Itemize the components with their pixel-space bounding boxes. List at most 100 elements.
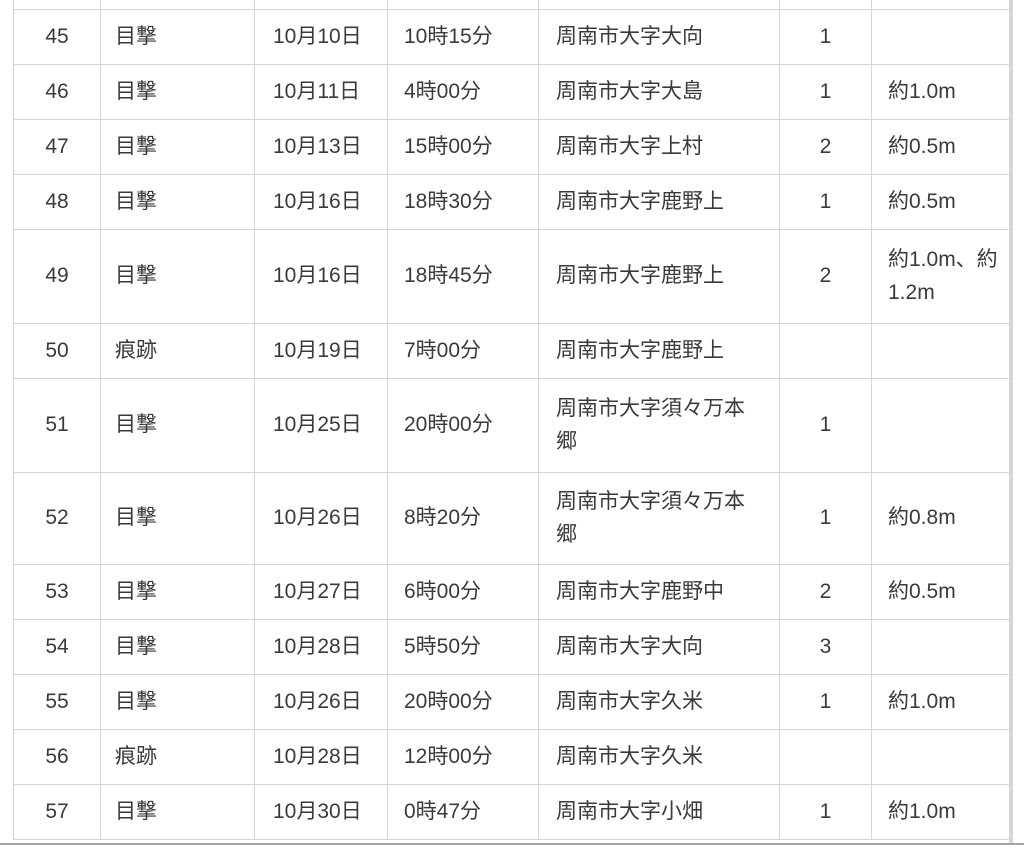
cell-size: [871, 378, 1010, 473]
table-row: 45 目撃 10月10日 10時15分 周南市大字大向 1: [13, 9, 1010, 65]
cell-location: 周南市大字久米: [538, 674, 780, 730]
cell-time: 20時00分: [387, 378, 539, 473]
cell-type: 目撃: [100, 64, 255, 120]
cell-no: 48: [13, 174, 101, 230]
cell-size: 約0.5m: [871, 119, 1010, 175]
cell-empty: [779, 0, 872, 10]
cell-type: 目撃: [100, 564, 255, 620]
cell-type: 痕跡: [100, 323, 255, 379]
cell-size: 約1.0m: [871, 674, 1010, 730]
cell-no: 54: [13, 619, 101, 675]
cell-count: 1: [779, 784, 872, 840]
table-row: 47 目撃 10月13日 15時00分 周南市大字上村 2 約0.5m: [13, 119, 1010, 175]
cell-type: 目撃: [100, 119, 255, 175]
cell-size: 約1.0m: [871, 784, 1010, 840]
sighting-records-body: 45 目撃 10月10日 10時15分 周南市大字大向 1 46 目撃 10月11日 4時00分周…: [13, 0, 1010, 840]
cell-size: [871, 9, 1010, 65]
cell-no: 57: [13, 784, 101, 840]
cell-no: 46: [13, 64, 101, 120]
cell-date: 10月25日: [254, 378, 388, 473]
table-row: 52 目撃 10月26日 8時20分 周南市大字須々万本郷 1 約0.8m: [13, 472, 1010, 565]
cell-location: 周南市大字大向: [538, 9, 780, 65]
table-row: 53 目撃 10月27日 6時00分 周南市大字鹿野中 2 約0.5m: [13, 564, 1010, 620]
cell-no: 52: [13, 472, 101, 565]
cell-count: 1: [779, 9, 872, 65]
cell-no: 55: [13, 674, 101, 730]
cell-date: 10月28日: [254, 619, 388, 675]
cell-location: 周南市大字大向: [538, 619, 780, 675]
cell-type: 目撃: [100, 229, 255, 324]
table-row: 49 目撃 10月16日 18時45分 周南市大字鹿野上 2 約1.0m、約1.2m: [13, 229, 1010, 324]
vertical-scrollbar[interactable]: [1009, 0, 1013, 843]
cell-time: 6時00分: [387, 564, 539, 620]
table-row: 48 目撃 10月16日 18時30分 周南市大字鹿野上 1 約0.5m: [13, 174, 1010, 230]
cell-location: 周南市大字鹿野上: [538, 174, 780, 230]
cell-no: 47: [13, 119, 101, 175]
cell-empty: [387, 0, 539, 10]
cell-date: 10月28日: [254, 729, 388, 785]
cell-date: 10月27日: [254, 564, 388, 620]
cell-time: 7時00分: [387, 323, 539, 379]
cell-time: 4時00分: [387, 64, 539, 120]
table-row-partial: [13, 0, 1010, 10]
cell-size: 約0.5m: [871, 564, 1010, 620]
cell-location: 周南市大字小畑: [538, 784, 780, 840]
cell-date: 10月16日: [254, 229, 388, 324]
table-row: 57 目撃 10月30日 0時47分 周南市大字小畑 1 約1.0m: [13, 784, 1010, 840]
table-row: 56 痕跡 10月28日 12時00分 周南市大字久米: [13, 729, 1010, 785]
cell-type: 目撃: [100, 174, 255, 230]
cell-count: 2: [779, 564, 872, 620]
cell-location: 周南市大字大島: [538, 64, 780, 120]
cell-empty: [13, 0, 101, 10]
cell-no: 56: [13, 729, 101, 785]
cell-date: 10月30日: [254, 784, 388, 840]
cell-count: 1: [779, 674, 872, 730]
cell-count: [779, 323, 872, 379]
cell-count: 1: [779, 472, 872, 565]
cell-type: 痕跡: [100, 729, 255, 785]
cell-count: [779, 729, 872, 785]
cell-type: 目撃: [100, 784, 255, 840]
cell-type: 目撃: [100, 378, 255, 473]
cell-count: 3: [779, 619, 872, 675]
cell-no: 51: [13, 378, 101, 473]
cell-time: 18時30分: [387, 174, 539, 230]
cell-time: 5時50分: [387, 619, 539, 675]
cell-size: 約0.5m: [871, 174, 1010, 230]
cell-date: 10月19日: [254, 323, 388, 379]
cell-type: 目撃: [100, 619, 255, 675]
cell-time: 18時45分: [387, 229, 539, 324]
cell-size: 約1.0m、約1.2m: [871, 229, 1010, 324]
cell-empty: [871, 0, 1010, 10]
table-row: 54 目撃 10月28日 5時50分 周南市大字大向 3: [13, 619, 1010, 675]
cell-date: 10月16日: [254, 174, 388, 230]
cell-date: 10月26日: [254, 674, 388, 730]
cell-size: 約0.8m: [871, 472, 1010, 565]
cell-location: 周南市大字須々万本郷: [538, 378, 780, 473]
cell-empty: [254, 0, 388, 10]
cell-date: 10月11日: [254, 64, 388, 120]
cell-time: 15時00分: [387, 119, 539, 175]
sighting-records-table: 45 目撃 10月10日 10時15分 周南市大字大向 1 46 目撃 10月11日 4時00分周…: [13, 0, 1010, 840]
cell-type: 目撃: [100, 674, 255, 730]
cell-time: 20時00分: [387, 674, 539, 730]
cell-time: 0時47分: [387, 784, 539, 840]
cell-date: 10月26日: [254, 472, 388, 565]
cell-count: 2: [779, 229, 872, 324]
cell-location: 周南市大字久米: [538, 729, 780, 785]
cell-size: [871, 619, 1010, 675]
table-row: 55 目撃 10月26日 20時00分 周南市大字久米 1 約1.0m: [13, 674, 1010, 730]
cell-count: 1: [779, 64, 872, 120]
cell-time: 12時00分: [387, 729, 539, 785]
cell-size: [871, 323, 1010, 379]
cell-size: 約1.0m: [871, 64, 1010, 120]
cell-date: 10月13日: [254, 119, 388, 175]
cell-date: 10月10日: [254, 9, 388, 65]
cell-time: 8時20分: [387, 472, 539, 565]
cell-type: 目撃: [100, 472, 255, 565]
cell-count: 1: [779, 174, 872, 230]
cell-type: 目撃: [100, 9, 255, 65]
cell-location: 周南市大字鹿野上: [538, 323, 780, 379]
cell-empty: [538, 0, 780, 10]
cell-empty: [100, 0, 255, 10]
